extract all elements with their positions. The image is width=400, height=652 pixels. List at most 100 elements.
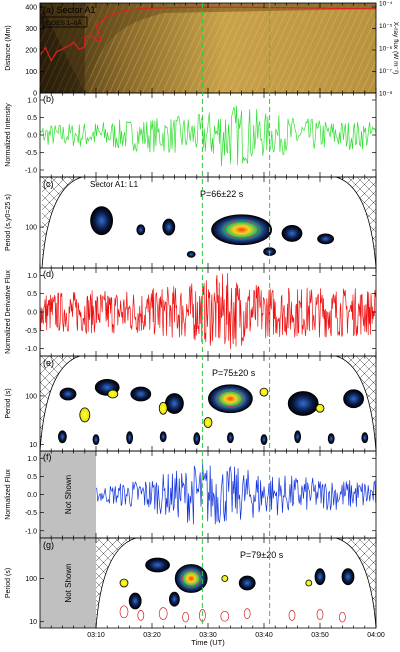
panel-e-frame: [39, 355, 377, 452]
xtick-label: 03:30: [199, 632, 217, 639]
panel-f-label: (f): [43, 452, 52, 462]
wavelet-power-contour: [260, 434, 268, 446]
wavelet-power-contour: [343, 389, 365, 409]
wavelet-power-contour: [317, 233, 335, 245]
significance-contour: [137, 610, 145, 621]
ytick-label-b: -1.0: [25, 168, 37, 175]
wavelet-power-contour: [119, 578, 129, 588]
xtick-label: 03:40: [255, 632, 273, 639]
ytick-label-f: -1.0: [25, 528, 37, 535]
not-shown-area: [40, 451, 96, 538]
wavelet-power-contour: [174, 564, 208, 593]
wavelet-power-contour: [341, 568, 355, 586]
wavelet-power-contour: [162, 218, 176, 236]
wavelet-power-contour: [287, 391, 319, 416]
ytick-label-d: 0.0: [27, 310, 37, 317]
significance-contour: [243, 608, 251, 619]
ytick-label-a: 300: [25, 26, 37, 33]
cone-line-right: [335, 176, 377, 269]
xaxis-label: Time (UT): [191, 638, 225, 647]
ytick-label-d: 1.0: [27, 273, 37, 280]
wavelet-power-contour: [281, 225, 303, 242]
xtick-label: 03:50: [311, 632, 329, 639]
y2tick-label-a: 10⁻⁵: [379, 23, 393, 30]
y2label-a: X-ray flux (W m⁻²): [392, 22, 399, 75]
cone-hatch-left: [96, 538, 136, 628]
wavelet-power-contour: [211, 214, 273, 246]
wavelet-power-contour: [226, 432, 234, 444]
panel-c-label: (c): [43, 179, 54, 189]
ytick-label-b: 1.0: [27, 98, 37, 105]
wavelet-power-contour: [305, 579, 313, 587]
ylabel-a: Distance (Mm): [5, 25, 12, 71]
series-line-d: [39, 273, 376, 350]
wavelet-power-contour: [193, 432, 201, 446]
wavelet-power-contour: [128, 592, 142, 610]
xtick-label: 04:00: [367, 632, 385, 639]
wavelet-power-contour: [159, 431, 167, 443]
cone-hatch-right: [336, 356, 376, 451]
wavelet-power-contour: [361, 432, 369, 444]
panel-a-label: (a) Sector A1: [43, 5, 96, 15]
ytick-label-g: 100: [25, 576, 37, 583]
ylabel-e: Period (s): [5, 388, 12, 418]
ytick-label-f: 0.5: [27, 474, 37, 481]
wavelet-power-contour: [58, 430, 67, 444]
y2tick-label-a: 10⁻⁶: [379, 46, 393, 53]
ytick-label-d: -0.5: [25, 328, 37, 335]
not-shown-area: [40, 538, 96, 628]
cone-line-right: [335, 537, 377, 629]
significance-contour: [181, 570, 201, 587]
wavelet-power-contour: [168, 591, 180, 607]
ytick-label-f: -0.5: [25, 510, 37, 517]
significance-contour: [119, 605, 129, 619]
ytick-label-a: 0: [33, 91, 37, 98]
significance-contour: [182, 611, 189, 623]
ytick-label-f: 1.0: [27, 456, 37, 463]
cone-hatch-right: [336, 177, 376, 268]
wavelet-power-contour: [207, 384, 253, 414]
ytick-label-g: 10: [29, 619, 37, 626]
ytick-label-d: -1.0: [25, 346, 37, 353]
cone-hatch-right: [336, 538, 376, 628]
ytick-label-a: 200: [25, 48, 37, 55]
wavelet-power-contour: [126, 431, 134, 445]
ylabel-g: Period (s): [5, 568, 12, 598]
ytick-label-b: 0.5: [27, 115, 37, 122]
wavelet-power-contour: [79, 407, 91, 423]
wavelet-power-contour: [107, 389, 119, 399]
wavelet-power-contour: [221, 575, 229, 582]
panel-c-annotation: Sector A1: L1: [90, 180, 139, 189]
ytick-label-f: 0.0: [27, 492, 37, 499]
wavelet-power-contour: [164, 393, 184, 414]
y2tick-label-a: 10⁻⁸: [379, 91, 393, 98]
ytick-label-c: 100: [25, 225, 37, 232]
cone-line-left: [95, 537, 137, 629]
xtick-label: 03:20: [143, 632, 161, 639]
significance-contour: [220, 610, 230, 622]
cone-line-left: [39, 355, 81, 452]
ytick-label-e: 100: [25, 393, 37, 400]
legend-box: [42, 16, 88, 28]
period-text-c: P=66±22 s: [200, 189, 244, 199]
wavelet-power-contour: [238, 575, 256, 591]
xtick-label: 03:10: [87, 632, 105, 639]
wavelet-power-contour: [259, 387, 269, 397]
wavelet-power-contour: [186, 250, 196, 258]
wavelet-power-contour: [315, 403, 325, 413]
ylabel-f: Normalized Flux: [5, 469, 12, 520]
period-text-g: P=79±20 s: [240, 550, 284, 560]
wavelet-power-contour: [158, 401, 168, 415]
y2tick-label-a: 10⁻⁷: [379, 68, 393, 75]
ylabel-c: Period (s,y0=25 s): [5, 194, 12, 251]
significance-contour: [217, 390, 243, 407]
not-shown-label: Not Shown: [64, 475, 73, 514]
ytick-label-d: 0.5: [27, 291, 37, 298]
significance-contour: [339, 611, 346, 623]
ytick-label-e: 10: [29, 442, 37, 449]
ytick-label-b: 0.0: [27, 133, 37, 140]
wavelet-power-contour: [294, 430, 302, 444]
panel-e-label: (e): [43, 358, 54, 368]
